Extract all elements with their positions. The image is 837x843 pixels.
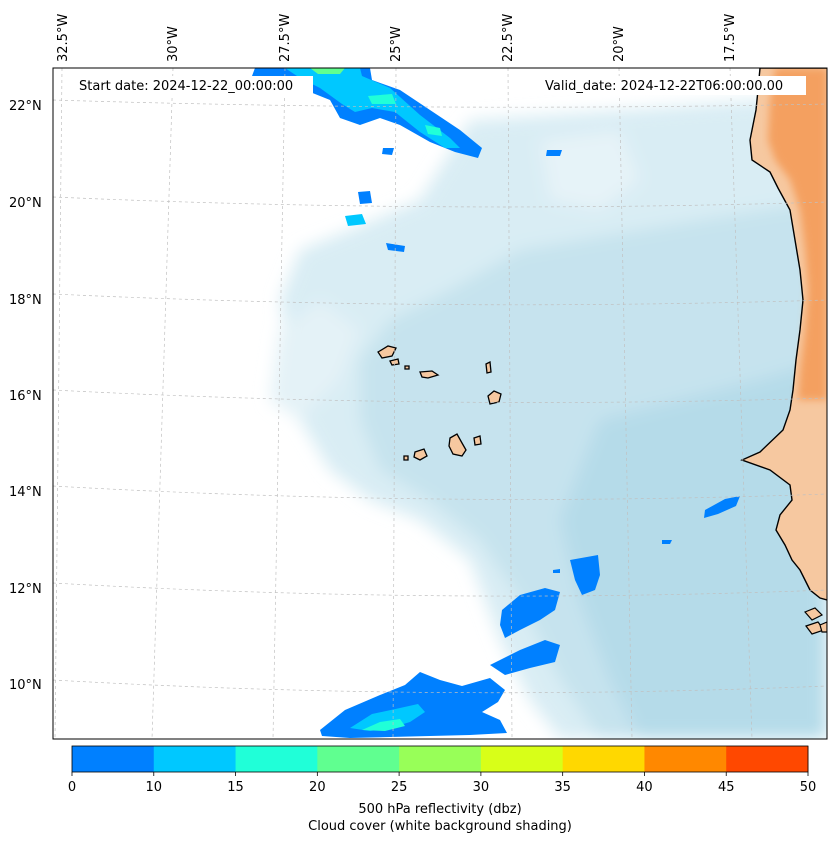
echo-south-1 [570,555,600,595]
colorbar-tick-label: 25 [391,780,408,795]
lat-label-10n: 10°N [9,678,42,693]
island-sao-nicolau [419,370,440,379]
lon-label-17-5w: 17.5°W [723,14,738,62]
colorbar-swatch [399,746,482,772]
colorbar-tick-label: 45 [718,780,735,795]
latitude-labels: 22°N 20°N 18°N 16°N 14°N 12°N 10°N [9,99,42,693]
lon-label-27-5w: 27.5°W [278,14,293,62]
colorbar: 0 10 15 20 25 30 35 40 45 50 500 hPa reflectivity… [68,745,816,834]
island-santiago [448,433,467,457]
lat-label-16n: 16°N [9,389,42,404]
lon-label-22-5w: 22.5°W [501,14,516,62]
colorbar-swatch [153,746,237,772]
parallel-14n [53,485,827,500]
colorbar-tick-label: 0 [68,780,76,795]
echo-small-1 [358,191,372,204]
colorbar-swatch [235,746,318,772]
echo-south-2 [500,588,560,638]
colorbar-frame [71,745,809,773]
colorbar-tick-label: 50 [800,780,817,795]
island-brava [403,455,409,461]
valid-date-text: Valid_date: 2024-12-22T06:00:00.00 [545,79,783,94]
lon-label-25w: 25°W [389,26,404,62]
meridian-17-5w [729,68,753,739]
start-date-text: Start date: 2024-12-22_00:00:00 [79,79,293,94]
lat-label-12n: 12°N [9,582,42,597]
colorbar-tick-label: 30 [473,780,490,795]
meridian-30w [151,68,174,739]
colorbar-swatch [644,746,727,772]
lon-label-20w: 20°W [612,26,627,62]
colorbar-swatch [726,746,809,772]
meridian-20w [618,68,633,739]
colorbar-swatch [72,746,155,772]
lat-label-18n: 18°N [9,293,42,308]
parallel-10n [53,679,827,694]
map-frame [52,67,828,740]
colorbar-swatch [480,746,564,772]
echo-north-core3 [425,125,442,136]
colorbar-tick-label: 35 [554,780,571,795]
header-info: Start date: 2024-12-22_00:00:00 Valid_da… [73,76,806,95]
valid-date-box [540,76,806,95]
lat-label-14n: 14°N [9,485,42,500]
africa-landmass [740,68,827,635]
lon-label-30w: 30°W [166,26,181,62]
parallel-12n [53,582,827,597]
island-santa-luzia [404,365,410,370]
parallel-22n [53,99,827,108]
island-sal [485,360,492,374]
echo-south-big-core [362,719,405,731]
island-santo-antao [377,345,397,359]
echo-small-2 [345,214,366,226]
lat-label-20n: 20°N [9,196,42,211]
island-fogo [413,448,428,461]
colorbar-tick-label: 40 [636,780,653,795]
meridian-22-5w [507,68,513,739]
map-panel: Start date: 2024-12-22_00:00:00 Valid_da… [53,68,827,739]
colorbar-tick-label: 20 [309,780,326,795]
echo-north-core [310,68,345,74]
meridian-25w [392,68,397,739]
parallel-18n [53,293,827,306]
graticule [53,68,827,739]
meridian-32-5w [54,68,63,739]
colorbar-swatch [317,746,400,772]
echo-north-core2 [368,94,396,104]
lon-label-32-5w: 32.5°W [56,14,71,62]
echo-south-3 [490,640,560,675]
echo-south-tiny2 [662,540,672,544]
meridian-27-5w [272,68,286,739]
island-boa-vista [487,390,502,405]
echo-coast [704,496,740,518]
lat-label-22n: 22°N [9,99,42,114]
colorbar-label-line2: Cloud cover (white background shading) [308,819,572,834]
parallel-20n [53,196,827,208]
parallel-16n [53,389,827,403]
island-maio [473,435,482,446]
start-date-box [73,76,313,95]
colorbar-tick-label: 10 [146,780,163,795]
colorbar-ticks: 0 10 15 20 25 30 35 40 45 50 [68,772,816,795]
echo-small-4 [382,148,394,155]
longitude-labels: 32.5°W 30°W 27.5°W 25°W 22.5°W 20°W 17.5… [56,14,738,62]
echo-north-mid [285,68,460,148]
echo-south-big-mid [350,704,425,731]
colorbar-tick-label: 15 [227,780,244,795]
echo-small-5 [546,150,562,156]
colorbar-label-line1: 500 hPa reflectivity (dbz) [358,802,521,817]
colorbar-swatches [72,746,809,772]
echo-small-3 [386,243,405,252]
colorbar-swatch [562,746,645,772]
echo-south-tiny [553,569,560,573]
